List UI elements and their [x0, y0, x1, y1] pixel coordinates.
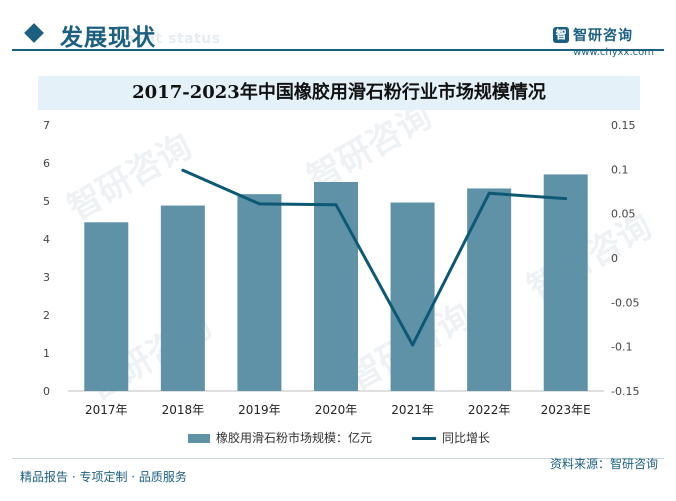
y-left-tick-label: 1 [43, 347, 50, 360]
y-right-tick-label: 0.15 [611, 119, 636, 132]
y-right-tick-label: -0.15 [611, 385, 639, 398]
bar [543, 174, 588, 391]
legend-label-bar: 橡胶用滑石粉市场规模：亿元 [216, 431, 373, 445]
growth-point [181, 168, 185, 172]
growth-point [564, 197, 568, 201]
logo-name: 智研咨询 [573, 27, 634, 44]
y-left-tick-label: 4 [43, 233, 50, 246]
page-header: ment status 发展现状 智智研咨询 www.chyxx.com [0, 0, 676, 68]
x-tick-label: 2017年 [85, 403, 128, 417]
growth-line [182, 168, 566, 347]
growth-point [411, 343, 415, 347]
growth-point [257, 202, 261, 206]
y-right-tick-label: -0.05 [611, 296, 639, 309]
logo-icon: 智 [553, 26, 570, 43]
legend-swatch-line [412, 437, 436, 440]
brand-logo: 智智研咨询 www.chyxx.com [553, 24, 654, 58]
legend-swatch-bar [188, 434, 210, 443]
bar [160, 205, 205, 391]
y-right-tick-label: 0.05 [611, 208, 636, 221]
x-tick-label: 2022年 [468, 403, 511, 417]
chart-title: 2017-2023年中国橡胶用滑石粉行业市场规模情况 [132, 82, 546, 103]
y-left-tick-label: 5 [43, 195, 50, 208]
y-right-tick-label: 0 [611, 252, 618, 265]
legend-label-line: 同比增长 [442, 431, 491, 445]
y-left-tick-label: 2 [43, 309, 50, 322]
x-tick-label: 2018年 [162, 403, 205, 417]
bar [84, 222, 129, 391]
footer-divider [12, 458, 664, 459]
growth-point [487, 191, 491, 195]
y-left-tick-label: 6 [43, 157, 50, 170]
y-left-tick-label: 7 [43, 119, 50, 132]
chart-legend: 橡胶用滑石粉市场规模：亿元 同比增长 [0, 428, 676, 448]
chart-title-band [38, 76, 640, 110]
bar [467, 188, 512, 391]
x-tick-label: 2023年E [541, 403, 591, 417]
footer-source: 资料来源：智研咨询 [549, 457, 658, 471]
header-divider [12, 49, 664, 51]
section-subtitle: ment status [120, 31, 221, 47]
bar [237, 194, 282, 391]
x-tick-label: 2019年 [238, 403, 281, 417]
y-left-tick-label: 3 [43, 271, 50, 284]
bar [314, 182, 358, 391]
y-right-tick-label: -0.1 [611, 341, 632, 354]
footer-slogan: 精品报告 · 专项定制 · 品质服务 [20, 470, 187, 484]
x-tick-label: 2021年 [391, 403, 434, 417]
y-right-tick-label: 0.1 [611, 163, 629, 176]
bar [390, 202, 435, 391]
logo-url: www.chyxx.com [573, 46, 654, 58]
section-title: 发展现状 [60, 25, 156, 51]
y-left-tick-label: 0 [43, 385, 50, 398]
growth-point [334, 203, 338, 207]
x-tick-label: 2020年 [315, 403, 358, 417]
